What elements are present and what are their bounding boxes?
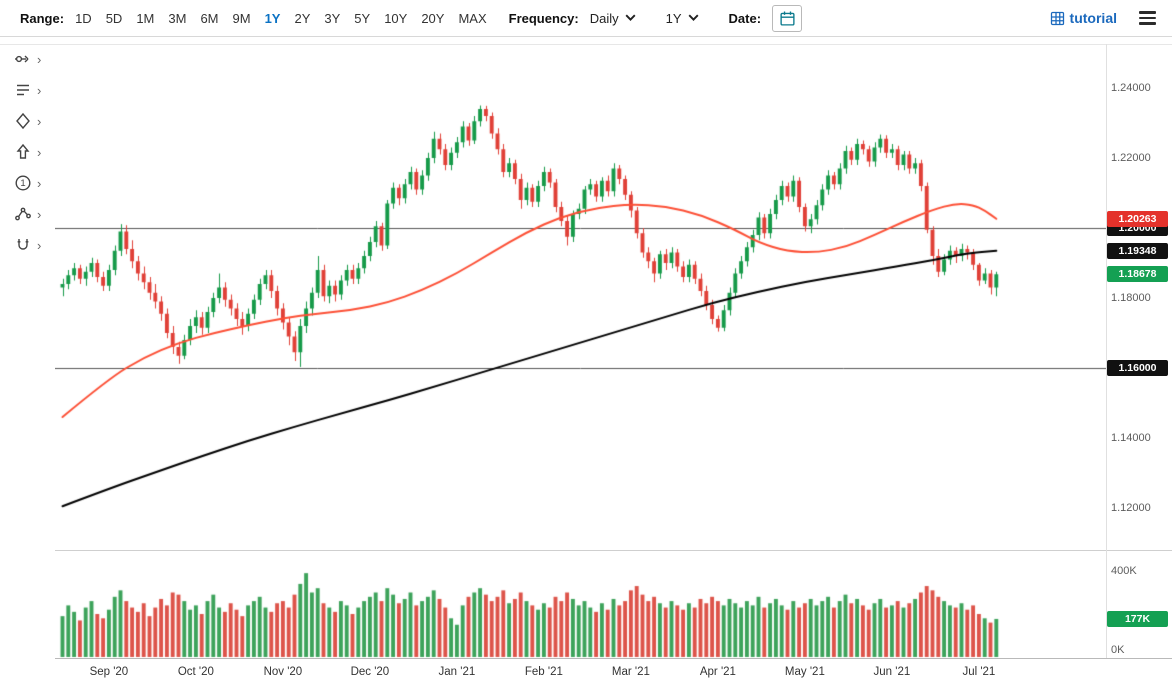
date-label: Date: — [728, 10, 762, 26]
price-axis-label: 1.18000 — [1111, 292, 1151, 304]
top-toolbar: Range: 1D 5D 1M 3M 6M 9M 1Y 2Y 3Y 5Y 10Y 20Y MAX Fre… — [0, 0, 1172, 37]
range-button-2y[interactable]: 2Y — [294, 10, 311, 26]
time-axis-label: Jan '21 — [438, 666, 476, 678]
pattern-tool-icon — [15, 207, 31, 221]
measure-tool-icon — [15, 55, 29, 63]
range-label: Range: — [20, 10, 65, 26]
number-tool-button[interactable]: 1 › — [13, 172, 54, 194]
time-axis-label: Dec '20 — [350, 666, 390, 678]
range-button-1m[interactable]: 1M — [136, 10, 155, 26]
price-axis-label: 1.22000 — [1111, 152, 1151, 164]
red-price-badge: 1.20263 — [1107, 211, 1168, 227]
arrow-tool-icon — [16, 143, 30, 159]
shapes-tool-icon — [16, 112, 30, 130]
range-button-6m[interactable]: 6M — [200, 10, 219, 26]
chevron-right-icon[interactable]: › — [37, 51, 42, 67]
range-button-10y[interactable]: 10Y — [384, 10, 408, 26]
arrow-tool-button[interactable]: › — [13, 141, 54, 163]
range-button-1y[interactable]: 1Y — [264, 10, 281, 26]
number-tool-icon: 1 — [15, 175, 31, 191]
time-axis-label: Apr '21 — [699, 666, 736, 678]
black-price-badge: 1.19348 — [1107, 243, 1168, 259]
drawing-toolbar: › › › › 1 › › › — [0, 48, 54, 256]
time-axis-label: Sep '20 — [89, 666, 129, 678]
svg-text:1: 1 — [20, 178, 25, 189]
period-value: 1Y — [665, 10, 682, 26]
frequency-value: Daily — [589, 10, 619, 26]
volume-axis-label: 400K — [1111, 565, 1137, 577]
range-button-3m[interactable]: 3M — [168, 10, 187, 26]
time-axis-rule — [55, 658, 1172, 659]
shapes-tool-button[interactable]: › — [13, 110, 54, 132]
volume-axis-label: 0K — [1111, 644, 1125, 656]
frequency-label: Frequency: — [508, 10, 579, 26]
period-select[interactable]: 1Y — [666, 11, 699, 26]
range-button-20y[interactable]: 20Y — [421, 10, 445, 26]
grid-logo-icon — [1050, 11, 1064, 25]
time-axis-label: Mar '21 — [611, 666, 650, 678]
chevron-right-icon[interactable]: › — [37, 82, 42, 98]
price-axis-label: 1.24000 — [1111, 82, 1151, 94]
range-buttons: 1D 5D 1M 3M 6M 9M 1Y 2Y 3Y 5Y 10Y 20Y MAX — [75, 11, 487, 26]
range-button-5y[interactable]: 5Y — [354, 10, 371, 26]
frequency-select[interactable]: Daily — [590, 11, 636, 26]
calendar-icon — [779, 11, 795, 26]
chevron-right-icon[interactable]: › — [37, 175, 42, 191]
chevron-right-icon[interactable]: › — [37, 144, 42, 160]
brand-name: tutorial — [1069, 10, 1117, 26]
chart-canvas[interactable] — [55, 44, 1106, 658]
menu-button[interactable] — [1137, 8, 1158, 27]
time-axis-label: Feb '21 — [524, 666, 563, 678]
price-axis-rule — [1106, 44, 1107, 658]
magnet-tool-button[interactable]: › — [13, 234, 54, 256]
annotation-tool-icon — [17, 84, 29, 96]
magnet-tool-icon — [17, 239, 29, 250]
green-price-badge: 1.18678 — [1107, 266, 1168, 282]
brand-logo: tutorial — [1050, 10, 1117, 26]
time-axis-label: Nov '20 — [263, 666, 303, 678]
measure-tool-button[interactable]: › — [13, 48, 54, 70]
range-button-max[interactable]: MAX — [458, 10, 487, 26]
time-axis-label: Jun '21 — [873, 666, 911, 678]
chevron-right-icon[interactable]: › — [37, 206, 42, 222]
time-axis-label: Oct '20 — [177, 666, 214, 678]
range-button-9m[interactable]: 9M — [232, 10, 251, 26]
time-axis-label: May '21 — [784, 666, 825, 678]
chevron-down-icon — [688, 14, 699, 21]
volume-badge: 177K — [1107, 611, 1168, 627]
chevron-right-icon[interactable]: › — [37, 113, 42, 129]
chevron-right-icon[interactable]: › — [37, 237, 42, 253]
date-picker-button[interactable] — [772, 4, 803, 32]
hline-value-badge: 1.16000 — [1107, 360, 1168, 376]
range-button-3y[interactable]: 3Y — [324, 10, 341, 26]
annotation-tool-button[interactable]: › — [13, 79, 54, 101]
price-axis-label: 1.14000 — [1111, 432, 1151, 444]
chevron-down-icon — [625, 14, 636, 21]
price-axis-label: 1.12000 — [1111, 502, 1151, 514]
time-axis-label: Jul '21 — [962, 666, 996, 678]
range-button-5d[interactable]: 5D — [105, 10, 123, 26]
range-button-1d[interactable]: 1D — [75, 10, 92, 26]
pattern-tool-button[interactable]: › — [13, 203, 54, 225]
